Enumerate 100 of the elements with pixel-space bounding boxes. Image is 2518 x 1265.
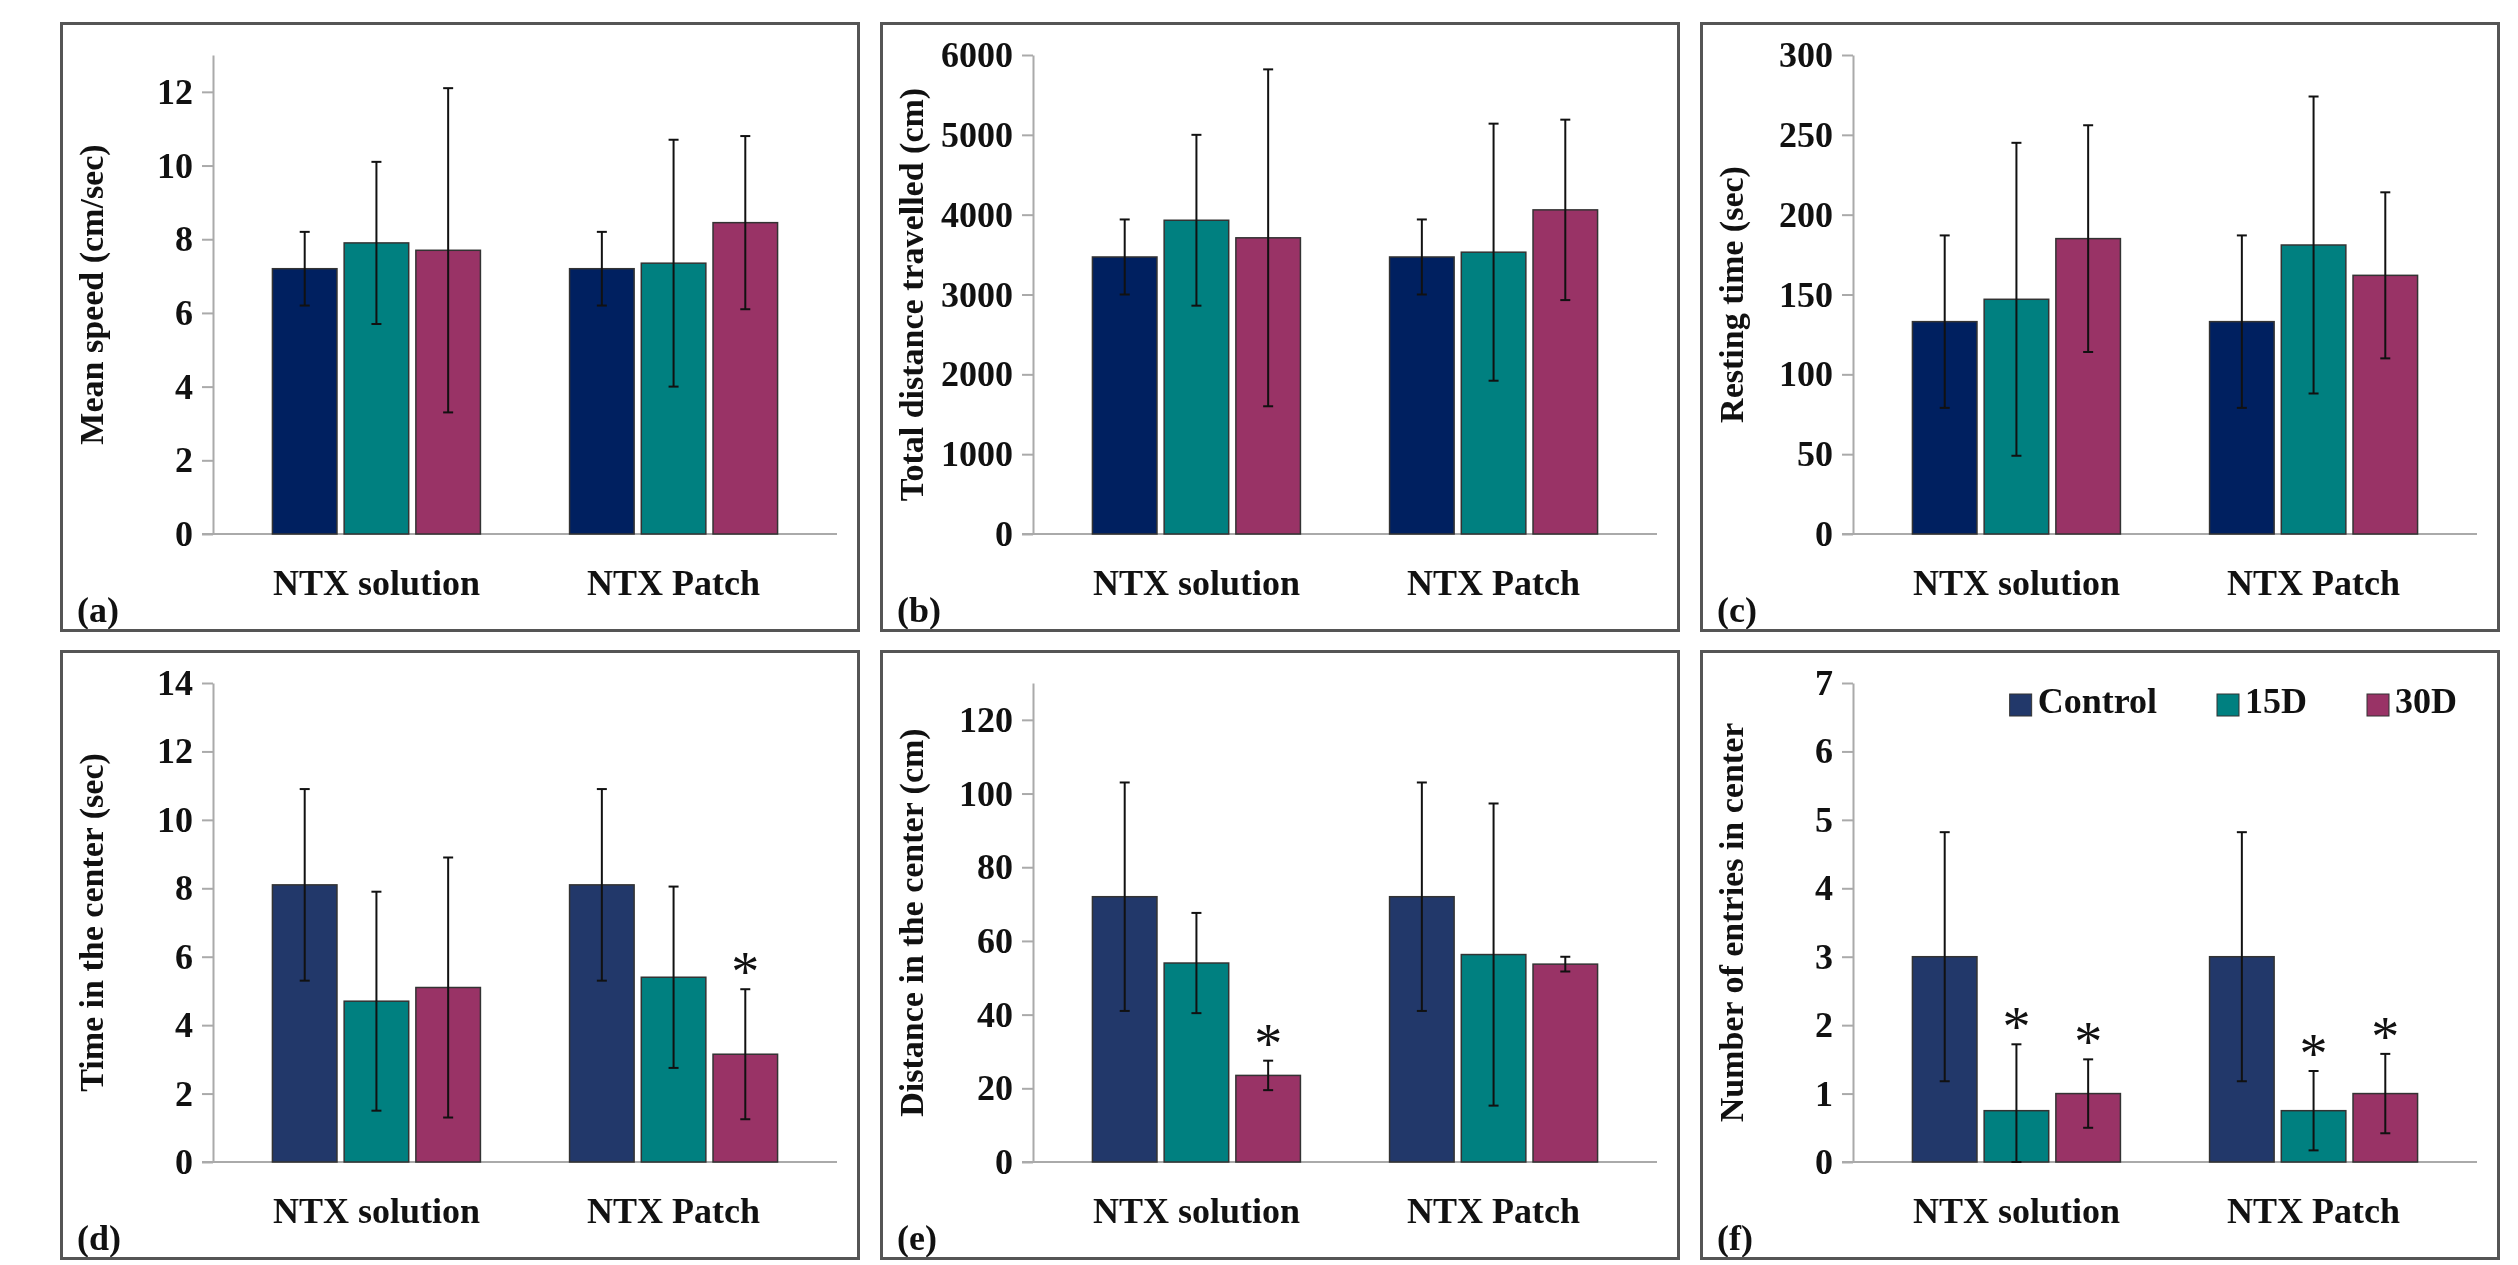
legend-label: 30D	[2395, 681, 2457, 721]
x-tick-label: NTX solution	[1092, 1190, 1300, 1231]
bar	[1091, 256, 1158, 535]
bar	[415, 986, 482, 1163]
bar	[1983, 1109, 2050, 1163]
x-tick-label: NTX Patch	[1407, 562, 1581, 603]
bar	[2352, 274, 2419, 535]
x-tick-label: NTX solution	[272, 562, 480, 603]
y-tick-label: 0	[175, 514, 193, 555]
data-label: *	[2299, 1022, 2328, 1085]
y-axis-title: Distance in the center (cm)	[893, 728, 931, 1117]
y-tick-label: 14	[157, 663, 193, 704]
y-axis-title: Mean speed (cm/sec)	[73, 144, 111, 445]
y-tick-label: 0	[1815, 514, 1833, 555]
y-tick-label: 120	[959, 699, 1013, 740]
y-tick-label: 8	[175, 219, 193, 260]
y-axis-title: Number of entries in center	[1713, 722, 1750, 1123]
data-label: *	[1254, 1012, 1283, 1075]
bar	[1532, 209, 1599, 535]
bar	[2055, 237, 2122, 535]
y-tick-label: 5	[1815, 799, 1833, 840]
bar	[1460, 251, 1527, 535]
bar	[640, 262, 707, 535]
y-tick-label: 100	[959, 773, 1013, 814]
y-tick-label: 1000	[941, 434, 1013, 475]
y-tick-label: 3000	[941, 274, 1013, 315]
y-tick-label: 4	[175, 366, 193, 407]
y-tick-label: 0	[995, 1142, 1013, 1183]
y-tick-label: 7	[1815, 663, 1833, 704]
x-tick-label: NTX Patch	[1407, 1190, 1581, 1231]
data-label: *	[2074, 1011, 2103, 1074]
y-tick-label: 0	[995, 514, 1013, 555]
bar	[1911, 320, 1978, 535]
bar	[2352, 1092, 2419, 1163]
y-axis-title: Time in the center (sec)	[73, 753, 111, 1092]
y-tick-label: 6	[175, 936, 193, 977]
y-tick-label: 150	[1779, 274, 1833, 315]
x-tick-label: NTX Patch	[2227, 1190, 2401, 1231]
text: (b)	[897, 590, 941, 630]
bar	[640, 976, 707, 1163]
y-tick-label: 80	[977, 847, 1013, 888]
data-label: *	[2002, 996, 2031, 1059]
bar	[1388, 256, 1455, 535]
y-tick-label: 0	[175, 1142, 193, 1183]
y-tick-label: 4	[1815, 868, 1833, 909]
bar	[343, 1000, 410, 1163]
bar	[2208, 320, 2275, 535]
bar	[271, 884, 338, 1163]
bar	[2055, 1092, 2122, 1163]
bar	[1388, 895, 1455, 1163]
text: (e)	[897, 1218, 937, 1258]
legend-label: Control	[2037, 681, 2157, 721]
bar	[415, 249, 482, 535]
bar	[1091, 895, 1158, 1163]
y-tick-label: 8	[175, 868, 193, 909]
x-tick-label: NTX Patch	[2227, 562, 2401, 603]
bar	[271, 267, 338, 535]
y-tick-label: 2000	[941, 354, 1013, 395]
y-tick-label: 100	[1779, 354, 1833, 395]
text: (c)	[1717, 590, 1757, 630]
y-tick-label: 50	[1797, 434, 1833, 475]
y-tick-label: 6	[1815, 731, 1833, 772]
bar	[1983, 298, 2050, 535]
y-tick-label: 10	[157, 145, 193, 186]
y-tick-label: 5000	[941, 114, 1013, 155]
y-tick-label: 200	[1779, 194, 1833, 235]
bar	[1163, 962, 1230, 1163]
y-tick-label: 3	[1815, 936, 1833, 977]
bar	[1163, 219, 1230, 535]
y-tick-label: 4	[175, 1005, 193, 1046]
y-tick-label: 12	[157, 731, 193, 772]
y-tick-label: 4000	[941, 194, 1013, 235]
x-tick-label: NTX solution	[1912, 562, 2120, 603]
y-axis-title: Total distance travelled (cm)	[893, 87, 931, 502]
bar	[1460, 953, 1527, 1163]
y-tick-label: 250	[1779, 114, 1833, 155]
x-tick-label: NTX solution	[1912, 1190, 2120, 1231]
x-tick-label: NTX solution	[272, 1190, 480, 1231]
bar	[712, 1053, 779, 1163]
text: (f)	[1717, 1218, 1753, 1258]
bar	[1532, 963, 1599, 1163]
y-tick-label: 2	[175, 440, 193, 481]
y-tick-label: 60	[977, 920, 1013, 961]
text: (a)	[77, 590, 119, 630]
y-tick-label: 20	[977, 1068, 1013, 1109]
bar	[568, 267, 635, 535]
y-axis-title: Resting time (sec)	[1713, 166, 1751, 423]
data-label: *	[731, 941, 760, 1004]
bar	[712, 221, 779, 535]
legend-label: 15D	[2245, 681, 2307, 721]
bar	[2208, 955, 2275, 1163]
y-tick-label: 6000	[941, 35, 1013, 76]
y-tick-label: 2	[1815, 1005, 1833, 1046]
bar	[343, 242, 410, 535]
y-tick-label: 0	[1815, 1142, 1833, 1183]
x-tick-label: NTX solution	[1092, 562, 1300, 603]
y-tick-label: 2	[175, 1073, 193, 1114]
x-tick-label: NTX Patch	[587, 1190, 761, 1231]
bar	[2280, 1109, 2347, 1163]
bar	[1235, 1074, 1302, 1163]
